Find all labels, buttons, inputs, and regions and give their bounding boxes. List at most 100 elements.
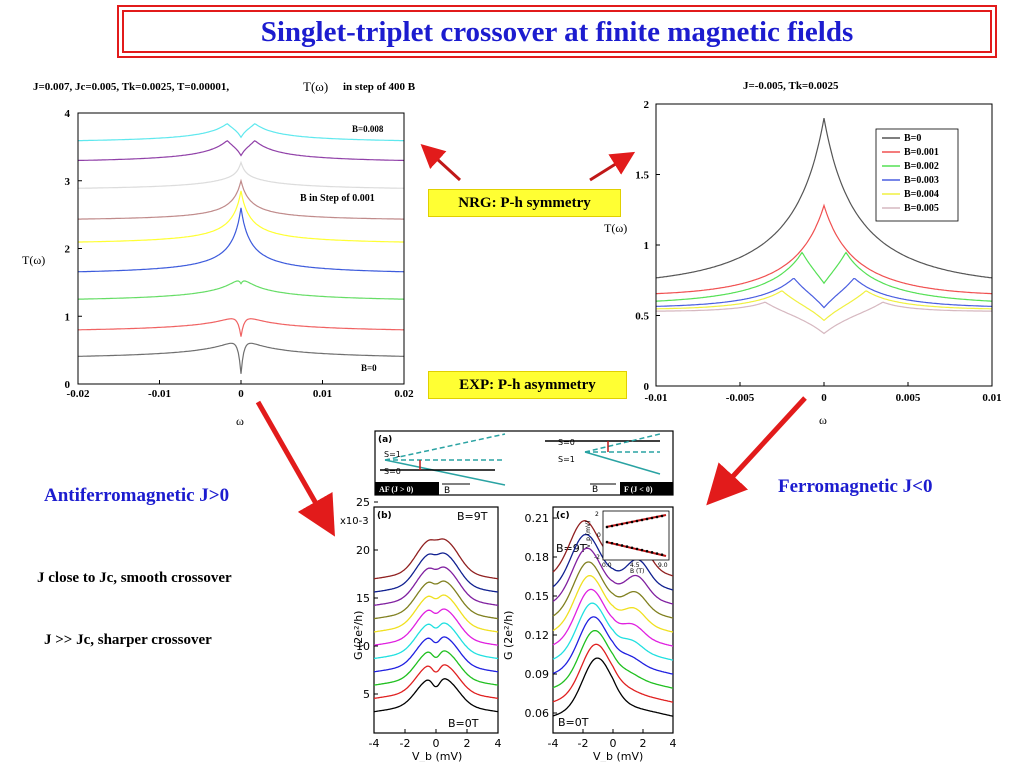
exp-panel-b: (b) x10-3 B=9T B=0T -4 -2 0 2 4 5 10 15 20 25 G (… bbox=[340, 496, 502, 763]
exp-c-ylabel: G (2e²/h) bbox=[502, 611, 515, 660]
exp-b-curves-series-0 bbox=[373, 678, 499, 713]
inset-dot-up-2 bbox=[615, 523, 619, 527]
experimental-figure: (a) S=1 S=0 AF (J > 0) B S=0 S=1 F (J < … bbox=[340, 430, 677, 763]
exp-b-xlabel: V_b (mV) bbox=[412, 750, 462, 762]
exp-b-curves-series-8 bbox=[373, 566, 499, 606]
right-xtick-0: -0.01 bbox=[645, 392, 668, 404]
exp-b-axes-xtick-3: 2 bbox=[464, 737, 471, 750]
exp-c-inset-xtick-2: 9.0 bbox=[658, 562, 668, 569]
exp-b-axes-xtick-2: 0 bbox=[433, 737, 440, 750]
title-frame: Singlet-triplet crossover at finite magn… bbox=[117, 5, 997, 58]
exp-c-inset-xtick-0: 0.0 bbox=[602, 562, 612, 569]
inset-dot-down-3 bbox=[620, 544, 624, 547]
right-series-4 bbox=[656, 290, 992, 322]
inset-dot-up-6 bbox=[635, 519, 639, 523]
exp-c-curves-series-5 bbox=[552, 588, 674, 647]
inset-dot-up-4 bbox=[625, 521, 629, 525]
exp-b-curves-series-7 bbox=[373, 580, 499, 620]
exp-b-scale: x10-3 bbox=[340, 516, 369, 527]
right-xlabel: ω bbox=[819, 413, 827, 427]
left-series-3 bbox=[77, 207, 405, 273]
inset-dot-up-0 bbox=[605, 525, 609, 529]
inset-dot-down-8 bbox=[645, 549, 649, 553]
left-annot-step: B in Step of 0.001 bbox=[300, 193, 375, 204]
exp-c-curves-series-8 bbox=[552, 547, 674, 605]
right-xtick-1: -0.005 bbox=[726, 392, 755, 404]
right-series-3 bbox=[655, 277, 993, 309]
right-legend-entry-4: B=0.004 bbox=[904, 189, 939, 200]
exp-c-axes-xtick-4: 4 bbox=[670, 737, 677, 750]
exp-c-curves-series-7 bbox=[552, 561, 674, 619]
exp-c-inset-ytick-top: 2 bbox=[595, 511, 599, 518]
exp-b-annot-top: B=9T bbox=[457, 510, 488, 523]
inset-dot-down-6 bbox=[635, 547, 639, 551]
exp-b-curves-series-3 bbox=[373, 636, 499, 673]
right-ytick-4: 2 bbox=[644, 99, 650, 111]
exp-b-curves-series-2 bbox=[373, 650, 499, 686]
left-xtick-4: 0.02 bbox=[394, 388, 414, 400]
exp-b-ylabel: G (2e²/h) bbox=[352, 611, 365, 660]
left-ytick-1: 1 bbox=[65, 311, 71, 323]
exp-c-axes-ytick-1: 0.09 bbox=[525, 668, 550, 681]
exp-c-axes-xtick-2: 0 bbox=[610, 737, 617, 750]
exp-a-s0-right: S=0 bbox=[558, 438, 575, 447]
exp-c-curves-series-6 bbox=[552, 575, 674, 633]
right-legend-entry-3: B=0.003 bbox=[904, 175, 939, 186]
exp-b-axes-ytick-0: 5 bbox=[363, 688, 370, 701]
note-smooth-crossover: J close to Jc, smooth crossover bbox=[37, 570, 232, 586]
exp-c-xlabel: V_b (mV) bbox=[593, 750, 643, 762]
exp-b-axes-ytick-4: 25 bbox=[356, 496, 370, 509]
right-series-5 bbox=[656, 301, 992, 335]
exp-c-axes-ytick-2: 0.12 bbox=[525, 629, 550, 642]
exp-c-curves-series-3 bbox=[552, 616, 674, 675]
exp-c-axes-xtick-1: -2 bbox=[578, 737, 589, 750]
inset-dot-down-5 bbox=[630, 546, 634, 550]
exp-c-annot-top: B=9T bbox=[556, 542, 587, 555]
left-xtick-3: 0.01 bbox=[313, 388, 332, 400]
inset-dot-down-9 bbox=[650, 551, 654, 554]
exp-c-curves-series-9 bbox=[552, 533, 674, 591]
exp-b-axes-xtick-4: 4 bbox=[495, 737, 502, 750]
exp-c-axes-xtick-0: -4 bbox=[548, 737, 559, 750]
right-xtick-2: 0 bbox=[821, 392, 827, 404]
right-series-2 bbox=[655, 251, 993, 302]
right-legend-entry-1: B=0.001 bbox=[904, 147, 939, 158]
right-ylabel: T(ω) bbox=[604, 221, 627, 235]
left-annot-bottom: B=0 bbox=[361, 363, 377, 373]
right-ytick-1: 0.5 bbox=[635, 311, 649, 323]
left-xtick-2: 0 bbox=[238, 388, 244, 400]
inset-dot-down-1 bbox=[610, 541, 614, 545]
exp-a-label: (a) bbox=[378, 435, 392, 445]
right-legend-entry-2: B=0.002 bbox=[904, 161, 939, 172]
inset-dot-up-11 bbox=[660, 514, 664, 518]
inset-dot-up-9 bbox=[650, 516, 654, 520]
exp-c-curves-series-4 bbox=[552, 602, 674, 661]
inset-dot-up-10 bbox=[655, 515, 659, 519]
exp-c-curves-series-1 bbox=[552, 643, 674, 703]
left-nrg-chart: -0.02 -0.01 0 0.01 0.02 0 1 2 3 4 B=0.008 B in St… bbox=[0, 98, 420, 433]
note-sharp-crossover: J >> Jc, sharper crossover bbox=[44, 632, 212, 648]
exp-c-curves-series-0 bbox=[552, 657, 674, 717]
inset-dot-down-4 bbox=[625, 545, 629, 548]
left-series-2 bbox=[77, 280, 405, 300]
left-series-8 bbox=[78, 123, 404, 142]
exp-b-annot-bottom: B=0T bbox=[448, 717, 479, 730]
left-xtick-1: -0.01 bbox=[148, 388, 171, 400]
exp-b-label: (b) bbox=[377, 511, 392, 521]
exp-b-axes-xtick-1: -2 bbox=[400, 737, 411, 750]
exp-a-b-right: B bbox=[592, 485, 598, 495]
arrow-to-exp-b bbox=[255, 400, 335, 537]
exp-panel-a: (a) S=1 S=0 AF (J > 0) B S=0 S=1 F (J < … bbox=[374, 430, 674, 496]
nrg-label: NRG: P-h symmetry bbox=[428, 189, 621, 217]
left-series-5 bbox=[78, 178, 404, 220]
exp-c-inset-xlabel: B (T) bbox=[630, 568, 644, 575]
exp-c-inset-ytick-bot: -2 bbox=[594, 554, 600, 561]
right-legend-entry-5: B=0.005 bbox=[904, 203, 939, 214]
exp-a-b-left: B bbox=[444, 486, 450, 496]
left-ylabel: T(ω) bbox=[22, 253, 45, 267]
arrow-to-right-chart bbox=[589, 151, 636, 182]
exp-c-inset-ytick-mid: 0 bbox=[597, 532, 601, 539]
inset-dot-down-0 bbox=[605, 540, 609, 544]
right-xtick-3: 0.005 bbox=[896, 392, 921, 404]
left-chart-tomega-caption: T(ω) bbox=[303, 79, 329, 94]
